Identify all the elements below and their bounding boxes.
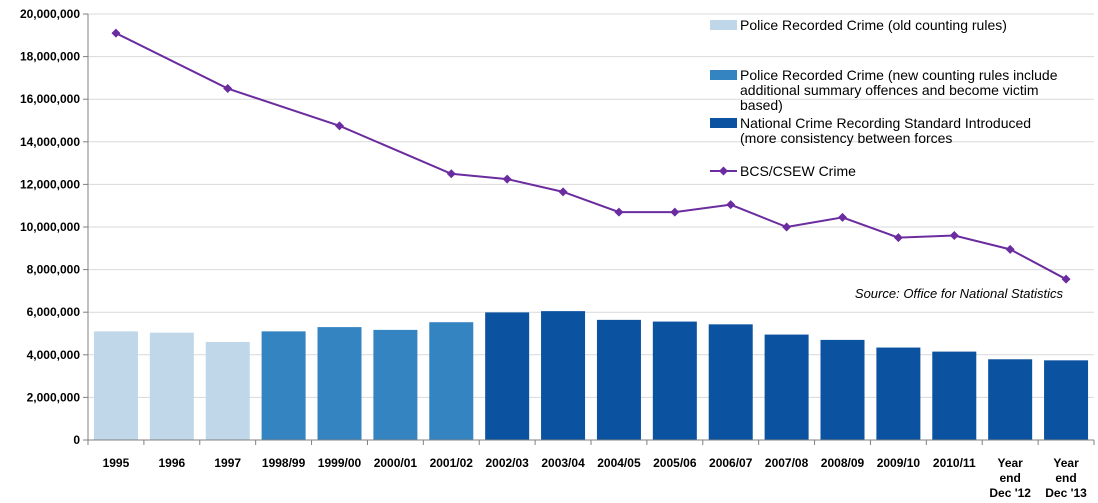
bar [93, 331, 138, 440]
bars [93, 311, 1089, 440]
x-tick-label: 1998/99 [262, 456, 306, 470]
y-axis: 0 2,000,000 4,000,000 6,000,000 8,000,000 10,… [20, 7, 89, 447]
x-tick-label: 2008/09 [821, 456, 865, 470]
bar [820, 339, 865, 440]
bar [149, 332, 194, 440]
x-tick-label: 2005/06 [653, 456, 697, 470]
bar [932, 351, 977, 440]
x-tick-label: 1995 [103, 456, 130, 470]
bar [373, 329, 418, 440]
y-tick-label: 18,000,000 [20, 50, 80, 64]
bcs-point [949, 231, 959, 241]
bcs-point [670, 207, 680, 217]
bar [541, 311, 586, 440]
bcs-point [223, 84, 233, 94]
bar [708, 324, 753, 440]
y-tick-label: 10,000,000 [20, 220, 80, 234]
bcs-point [111, 28, 121, 38]
legend-label: BCS/CSEW Crime [740, 163, 856, 179]
bar [1044, 360, 1089, 440]
bcs-line [111, 28, 1071, 284]
legend-swatch [710, 70, 737, 80]
bcs-point [502, 174, 512, 184]
y-tick-label: 8,000,000 [27, 263, 81, 277]
bcs-point [893, 233, 903, 243]
x-tick-label: 2010/11 [933, 456, 976, 470]
x-tick-label: 2004/05 [597, 456, 641, 470]
bcs-point [1005, 244, 1015, 254]
legend-swatch-marker [719, 166, 728, 176]
bcs-point [726, 200, 736, 210]
x-tick-label: 1996 [158, 456, 185, 470]
x-tick-label: 2002/03 [485, 456, 529, 470]
x-tick-label: 1997 [214, 456, 241, 470]
legend-label: National Crime Recording Standard Introd… [740, 115, 1031, 146]
bar [988, 359, 1033, 440]
x-tick-label: 1999/00 [318, 456, 362, 470]
legend-swatch [710, 20, 737, 30]
source-annotation: Source: Office for National Statistics [855, 286, 1064, 301]
bar [205, 342, 250, 440]
bar [652, 321, 697, 440]
y-tick-label: 20,000,000 [20, 7, 80, 21]
bar [764, 334, 809, 440]
y-tick-label: 14,000,000 [20, 135, 80, 149]
x-tick-label: 2001/02 [430, 456, 474, 470]
legend: Police Recorded Crime (old counting rule… [710, 17, 1058, 179]
legend-swatch [710, 118, 737, 128]
bcs-point [838, 212, 847, 222]
bar [876, 347, 921, 440]
y-tick-label: 4,000,000 [27, 348, 81, 362]
x-tick-label: Year end Dec '12 [989, 456, 1031, 500]
bcs-point [335, 121, 344, 131]
x-tick-label: 2009/10 [877, 456, 921, 470]
gridlines [88, 13, 1094, 398]
y-tick-label: 12,000,000 [20, 177, 80, 191]
bar [261, 331, 306, 440]
bar [317, 327, 362, 440]
legend-label: Police Recorded Crime (old counting rule… [740, 17, 1007, 33]
x-tick-label: Year end Dec '13 [1045, 456, 1087, 500]
bcs-point [782, 222, 792, 232]
legend-label: Police Recorded Crime (new counting rule… [740, 67, 1058, 113]
bcs-point [1061, 274, 1071, 284]
bar [596, 319, 641, 440]
x-tick-label: 2003/04 [541, 456, 585, 470]
x-tick-label: 2006/07 [709, 456, 753, 470]
bcs-point [558, 187, 568, 197]
bar [429, 322, 474, 440]
bcs-point [614, 207, 624, 217]
y-tick-label: 2,000,000 [27, 390, 81, 404]
y-tick-label: 6,000,000 [27, 305, 81, 319]
x-axis: 1995 1996 1997 1998/99 1999/00 2000/01 2001/02… [87, 439, 1095, 500]
x-tick-label: 2007/08 [765, 456, 809, 470]
bar [485, 312, 530, 440]
bcs-point [446, 169, 456, 179]
y-tick-label: 16,000,000 [20, 92, 80, 106]
y-tick-label: 0 [73, 433, 80, 447]
x-tick-label: 2000/01 [374, 456, 418, 470]
